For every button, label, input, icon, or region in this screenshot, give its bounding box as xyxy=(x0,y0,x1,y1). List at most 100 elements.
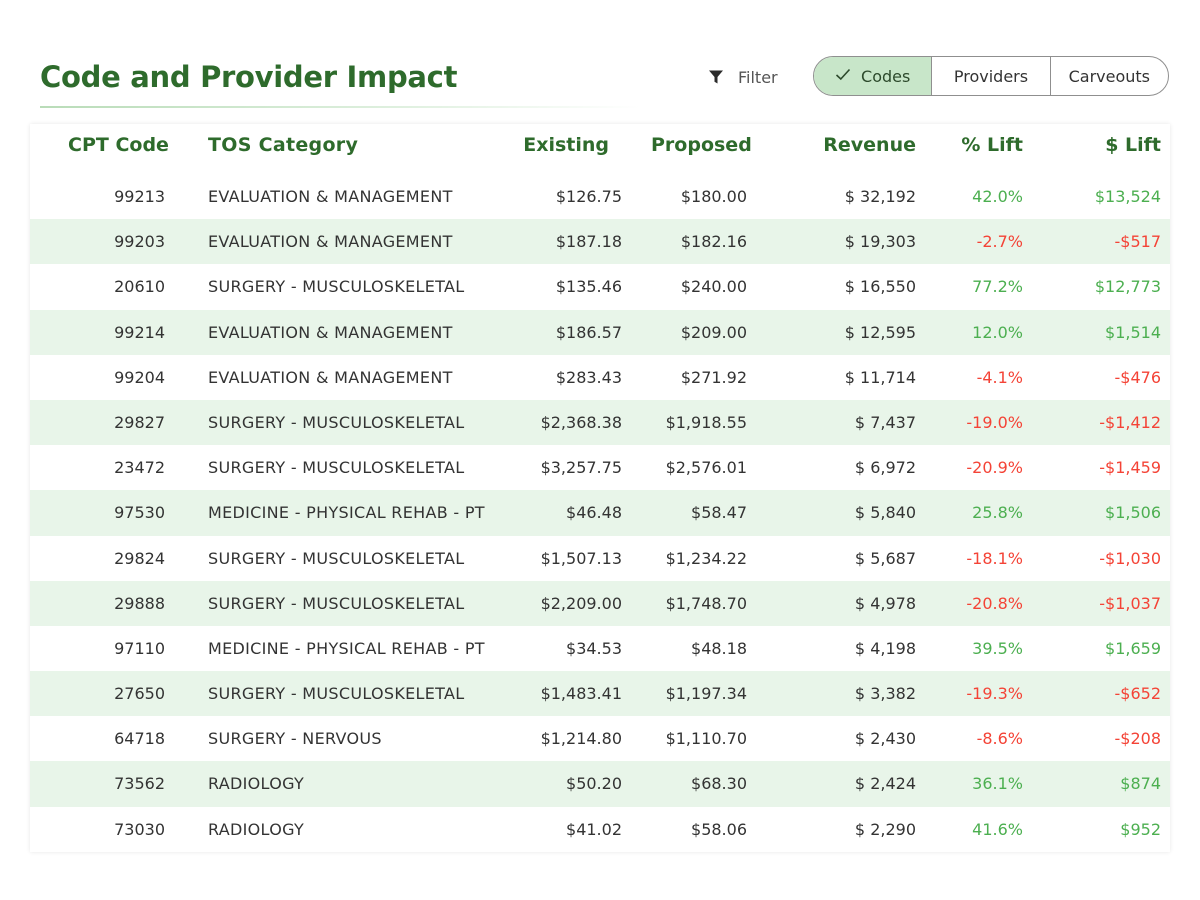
title-underline xyxy=(40,106,640,108)
cpt-code-cell: 27650 xyxy=(114,684,165,704)
cpt-code-cell: 29888 xyxy=(114,593,165,613)
revenue-cell: $ 4,978 xyxy=(854,593,916,613)
dollar-lift-cell: $12,773 xyxy=(1094,277,1161,297)
table-row[interactable]: 29827 SURGERY - MUSCULOSKELETAL $2,368.38 $… xyxy=(30,399,1170,446)
pct-lift-cell: 77.2% xyxy=(972,277,1023,297)
revenue-cell: $ 4,198 xyxy=(854,638,916,658)
revenue-cell: $ 11,714 xyxy=(844,367,916,387)
filter-label: Filter xyxy=(738,67,778,87)
tos-category-cell: SURGERY - MUSCULOSKELETAL xyxy=(208,412,465,432)
existing-cell: $2,209.00 xyxy=(540,593,622,613)
revenue-cell: $ 6,972 xyxy=(854,458,916,478)
cpt-code-cell: 99213 xyxy=(114,187,165,206)
dollar-lift-cell: $874 xyxy=(1120,774,1161,794)
table-row[interactable]: 73562 RADIOLOGY $50.20 $68.30 $ 2,424 36.1% $8… xyxy=(30,761,1170,807)
table-row[interactable]: 99213 EVALUATION & MANAGEMENT $126.75 $180.… xyxy=(30,174,1170,219)
table-row[interactable]: 20610 SURGERY - MUSCULOSKELETAL $135.46 $24… xyxy=(30,264,1170,309)
filter-button[interactable]: Filter xyxy=(708,64,778,90)
cpt-code-cell: 20610 xyxy=(114,277,165,297)
table-body: 99213 EVALUATION & MANAGEMENT $126.75 $180.… xyxy=(30,174,1170,852)
dollar-lift-cell: -$1,459 xyxy=(1099,458,1161,478)
table-row[interactable]: 99214 EVALUATION & MANAGEMENT $186.57 $209.… xyxy=(30,309,1170,355)
proposed-cell: $48.18 xyxy=(691,638,747,658)
pct-lift-cell: -4.1% xyxy=(976,367,1023,387)
tos-category-cell: EVALUATION & MANAGEMENT xyxy=(208,367,453,387)
col-header-existing[interactable]: Existing xyxy=(523,134,609,156)
pct-lift-cell: -19.3% xyxy=(966,684,1023,704)
revenue-cell: $ 32,192 xyxy=(844,187,916,206)
revenue-cell: $ 12,595 xyxy=(844,322,916,342)
funnel-icon xyxy=(708,69,724,85)
existing-cell: $34.53 xyxy=(566,638,622,658)
tos-category-cell: SURGERY - MUSCULOSKELETAL xyxy=(208,458,465,478)
pct-lift-cell: -20.9% xyxy=(966,458,1023,478)
tab-carveouts[interactable]: Carveouts xyxy=(1049,57,1168,95)
revenue-cell: $ 3,382 xyxy=(854,684,916,704)
col-header-tos-category[interactable]: TOS Category xyxy=(208,134,359,156)
pct-lift-cell: 39.5% xyxy=(972,638,1023,658)
dollar-lift-cell: -$208 xyxy=(1114,729,1162,749)
tab-carveouts-label: Carveouts xyxy=(1068,66,1151,86)
existing-cell: $126.75 xyxy=(555,187,622,206)
existing-cell: $283.43 xyxy=(555,367,622,387)
revenue-cell: $ 16,550 xyxy=(844,277,916,297)
table-row[interactable]: 97530 MEDICINE - PHYSICAL REHAB - PT $46.4… xyxy=(30,490,1170,536)
tos-category-cell: SURGERY - MUSCULOSKELETAL xyxy=(208,277,465,297)
cpt-code-cell: 73562 xyxy=(114,774,165,794)
proposed-cell: $209.00 xyxy=(680,322,747,342)
cpt-code-cell: 97530 xyxy=(114,503,165,523)
cpt-code-cell: 23472 xyxy=(114,458,165,478)
dollar-lift-cell: -$517 xyxy=(1114,232,1162,252)
tos-category-cell: SURGERY - NERVOUS xyxy=(208,729,382,749)
revenue-cell: $ 2,430 xyxy=(854,729,916,749)
page-title: Code and Provider Impact xyxy=(40,60,458,94)
pct-lift-cell: 41.6% xyxy=(972,819,1023,839)
tos-category-cell: EVALUATION & MANAGEMENT xyxy=(208,187,453,206)
table-row[interactable]: 99203 EVALUATION & MANAGEMENT $187.18 $182.… xyxy=(30,219,1170,265)
table-row[interactable]: 29888 SURGERY - MUSCULOSKELETAL $2,209.00 $… xyxy=(30,580,1170,626)
table-row[interactable]: 97110 MEDICINE - PHYSICAL REHAB - PT $34.5… xyxy=(30,626,1170,671)
pct-lift-cell: 12.0% xyxy=(972,322,1023,342)
dollar-lift-cell: $13,524 xyxy=(1094,187,1161,206)
tos-category-cell: RADIOLOGY xyxy=(208,774,305,794)
table-row[interactable]: 27650 SURGERY - MUSCULOSKELETAL $1,483.41 $… xyxy=(30,671,1170,717)
tos-category-cell: RADIOLOGY xyxy=(208,819,305,839)
table-row[interactable]: 29824 SURGERY - MUSCULOSKELETAL $1,507.13 $… xyxy=(30,536,1170,581)
proposed-cell: $1,918.55 xyxy=(665,412,747,432)
revenue-cell: $ 7,437 xyxy=(854,412,916,432)
tab-providers[interactable]: Providers xyxy=(931,57,1049,95)
col-header-pct-lift[interactable]: % Lift xyxy=(961,134,1023,156)
tos-category-cell: EVALUATION & MANAGEMENT xyxy=(208,322,453,342)
view-toggle: Codes Providers Carveouts xyxy=(813,56,1169,96)
cpt-code-cell: 99214 xyxy=(114,322,165,342)
col-header-dollar-lift[interactable]: $ Lift xyxy=(1105,134,1161,156)
col-header-cpt-code[interactable]: CPT Code xyxy=(68,134,169,156)
existing-cell: $1,507.13 xyxy=(540,548,622,568)
revenue-cell: $ 5,840 xyxy=(854,503,916,523)
tos-category-cell: EVALUATION & MANAGEMENT xyxy=(208,232,453,252)
proposed-cell: $58.06 xyxy=(691,819,747,839)
tos-category-cell: MEDICINE - PHYSICAL REHAB - PT xyxy=(208,638,485,658)
col-header-proposed[interactable]: Proposed xyxy=(651,134,752,156)
proposed-cell: $271.92 xyxy=(680,367,747,387)
cpt-code-cell: 99203 xyxy=(114,232,165,252)
table-row[interactable]: 73030 RADIOLOGY $41.02 $58.06 $ 2,290 41.6% $9… xyxy=(30,807,1170,852)
dollar-lift-cell: -$652 xyxy=(1114,684,1162,704)
proposed-cell: $182.16 xyxy=(680,232,747,252)
proposed-cell: $1,110.70 xyxy=(665,729,747,749)
existing-cell: $50.20 xyxy=(566,774,622,794)
table-header: CPT Code TOS Category Existing Proposed … xyxy=(30,124,1170,174)
table-row[interactable]: 99204 EVALUATION & MANAGEMENT $283.43 $271.… xyxy=(30,355,1170,400)
existing-cell: $2,368.38 xyxy=(540,412,622,432)
col-header-revenue[interactable]: Revenue xyxy=(823,134,916,156)
revenue-cell: $ 19,303 xyxy=(844,232,916,252)
proposed-cell: $1,197.34 xyxy=(665,684,747,704)
tos-category-cell: MEDICINE - PHYSICAL REHAB - PT xyxy=(208,503,485,523)
table-row[interactable]: 64718 SURGERY - NERVOUS $1,214.80 $1,110.70… xyxy=(30,716,1170,761)
cpt-code-cell: 97110 xyxy=(114,638,165,658)
tab-codes[interactable]: Codes xyxy=(814,57,932,95)
pct-lift-cell: -19.0% xyxy=(966,412,1023,432)
table-row[interactable]: 23472 SURGERY - MUSCULOSKELETAL $3,257.75 $… xyxy=(30,445,1170,490)
pct-lift-cell: -2.7% xyxy=(976,232,1023,252)
cpt-code-cell: 99204 xyxy=(114,367,165,387)
